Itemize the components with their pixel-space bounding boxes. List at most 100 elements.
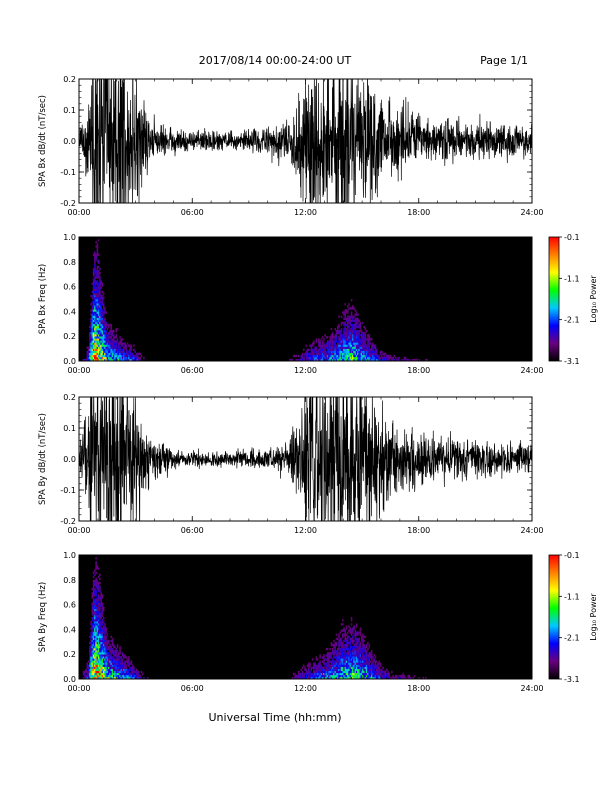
bx_spectrogram-cell [94, 358, 96, 361]
by_spectrogram-cell [341, 619, 344, 622]
by_spectrogram-cell [92, 629, 95, 632]
by_spectrogram-cell [360, 637, 363, 641]
by_spectrogram-cell [354, 652, 357, 655]
by_spectrogram-cell [109, 676, 111, 679]
by_spectrogram-cell [102, 650, 105, 653]
by_spectrogram-cell [367, 658, 369, 661]
bx_spectrogram-cell [353, 327, 355, 331]
by_spectrogram-cell [95, 658, 97, 661]
by_spectrogram-cell [355, 639, 358, 643]
colorbar-tick-label: -3.1 [564, 357, 580, 366]
bx_spectrogram-cell [97, 296, 100, 300]
by_spectrogram-cell [99, 656, 101, 659]
bx_spectrogram-cell [349, 317, 352, 320]
by_spectrogram-cell [345, 633, 348, 636]
by_spectrogram-cell [362, 635, 364, 638]
by_spectrogram-cell [99, 590, 101, 593]
bx_spectrogram-cell [343, 354, 345, 358]
bx_spectrogram-cell [309, 352, 311, 356]
bx_spectrogram-cell [123, 346, 125, 349]
by_spectrogram-cell [105, 652, 107, 655]
bx_spectrogram-cell [89, 334, 91, 337]
by_spectrogram-cell [106, 672, 109, 676]
colorbar-tick-label: -1.1 [564, 274, 580, 283]
by_spectrogram-cell [115, 654, 118, 657]
by_spectrogram-cell [106, 664, 109, 667]
bx_spectrogram-cell [91, 301, 94, 304]
by_spectrogram-cell [357, 668, 359, 672]
by_spectrogram-cell [96, 648, 99, 651]
by_spectrogram-cell [100, 668, 102, 672]
bx_spectrogram-cell [94, 323, 96, 327]
bx_spectrogram-cell [106, 354, 109, 358]
bx_spectrogram-cell [92, 286, 95, 289]
bx_spectrogram-cell [343, 332, 345, 335]
by_spectrogram-cell [92, 633, 95, 636]
bx_spectrogram-cell [331, 354, 334, 358]
bx_spectrogram-cell [138, 356, 140, 360]
bx_spectrogram-cell [92, 280, 95, 283]
bx_spectrogram-cell [344, 327, 347, 331]
by_spectrogram-cell [343, 666, 345, 669]
bx_spectrogram-cell [354, 356, 357, 360]
bx_spectrogram-cell [115, 346, 118, 349]
bx_spectrogram-cell [94, 321, 96, 325]
by_spectrogram-cell [96, 581, 99, 585]
by_spectrogram-cell [92, 650, 95, 653]
bx_spectrogram-cell [357, 336, 359, 339]
by_spectrogram-cell [378, 670, 381, 674]
bx_spectrogram-cell [344, 336, 347, 339]
bx_spectrogram-cell [106, 334, 109, 337]
by_spectrogram-cell [100, 598, 102, 601]
bx_spectrogram-cell [316, 356, 319, 360]
by_spectrogram-cell [334, 674, 336, 678]
bx_spectrogram-cell [369, 354, 372, 358]
bx_spectrogram-cell [112, 356, 115, 360]
bx_spectrogram-cell [301, 354, 304, 358]
by_spectrogram-cell [143, 676, 145, 679]
by_spectrogram-cell [96, 660, 99, 663]
by_spectrogram-cell [365, 672, 368, 676]
bx_spectrogram-cell [125, 356, 128, 360]
by_spectrogram-cell [349, 662, 352, 665]
bx_spectrogram-cell [365, 346, 368, 349]
y-tick-label: 0.6 [63, 601, 76, 610]
by_spectrogram-cell [357, 645, 359, 649]
by_spectrogram-cell [110, 676, 113, 679]
by_spectrogram-cell [130, 670, 133, 674]
by_spectrogram-cell [101, 641, 104, 645]
by_spectrogram-cell [300, 668, 303, 672]
bx_spectrogram-cell [310, 358, 313, 361]
bx_spectrogram-cell [97, 253, 100, 256]
bx_spectrogram-cell [384, 356, 387, 360]
by_spectrogram-cell [94, 598, 96, 601]
by_spectrogram-cell [102, 668, 105, 672]
by_spectrogram-cell [109, 650, 111, 653]
by_spectrogram-cell [114, 668, 116, 672]
x-tick-label: 18:00 [407, 526, 430, 535]
by_spectrogram-cell [425, 676, 427, 679]
by_spectrogram-cell [362, 670, 364, 674]
by_spectrogram-cell [373, 654, 376, 657]
by_spectrogram-cell [87, 660, 90, 663]
bx_spectrogram-cell [92, 340, 95, 343]
bx_spectrogram-cell [381, 354, 383, 358]
bx_spectrogram-cell [362, 344, 364, 347]
by_spectrogram-cell [383, 676, 386, 679]
by_spectrogram-cell [94, 606, 96, 610]
bx_spectrogram-cell [109, 340, 111, 343]
bx_spectrogram-cell [110, 338, 113, 341]
bx_spectrogram-cell [99, 358, 101, 361]
bx_spectrogram-cell [96, 284, 99, 287]
bx_spectrogram-cell [95, 338, 97, 341]
by_spectrogram-cell [125, 672, 128, 676]
by_spectrogram-cell [315, 672, 318, 676]
by_spectrogram-cell [333, 672, 335, 676]
by_spectrogram-cell [362, 672, 364, 676]
by_spectrogram-cell [331, 650, 334, 653]
by_spectrogram-cell [359, 660, 362, 663]
by_spectrogram-cell [328, 670, 330, 674]
by_spectrogram-cell [119, 672, 121, 676]
bx_spectrogram-cell [339, 352, 342, 356]
by_spectrogram-cell [92, 643, 95, 647]
